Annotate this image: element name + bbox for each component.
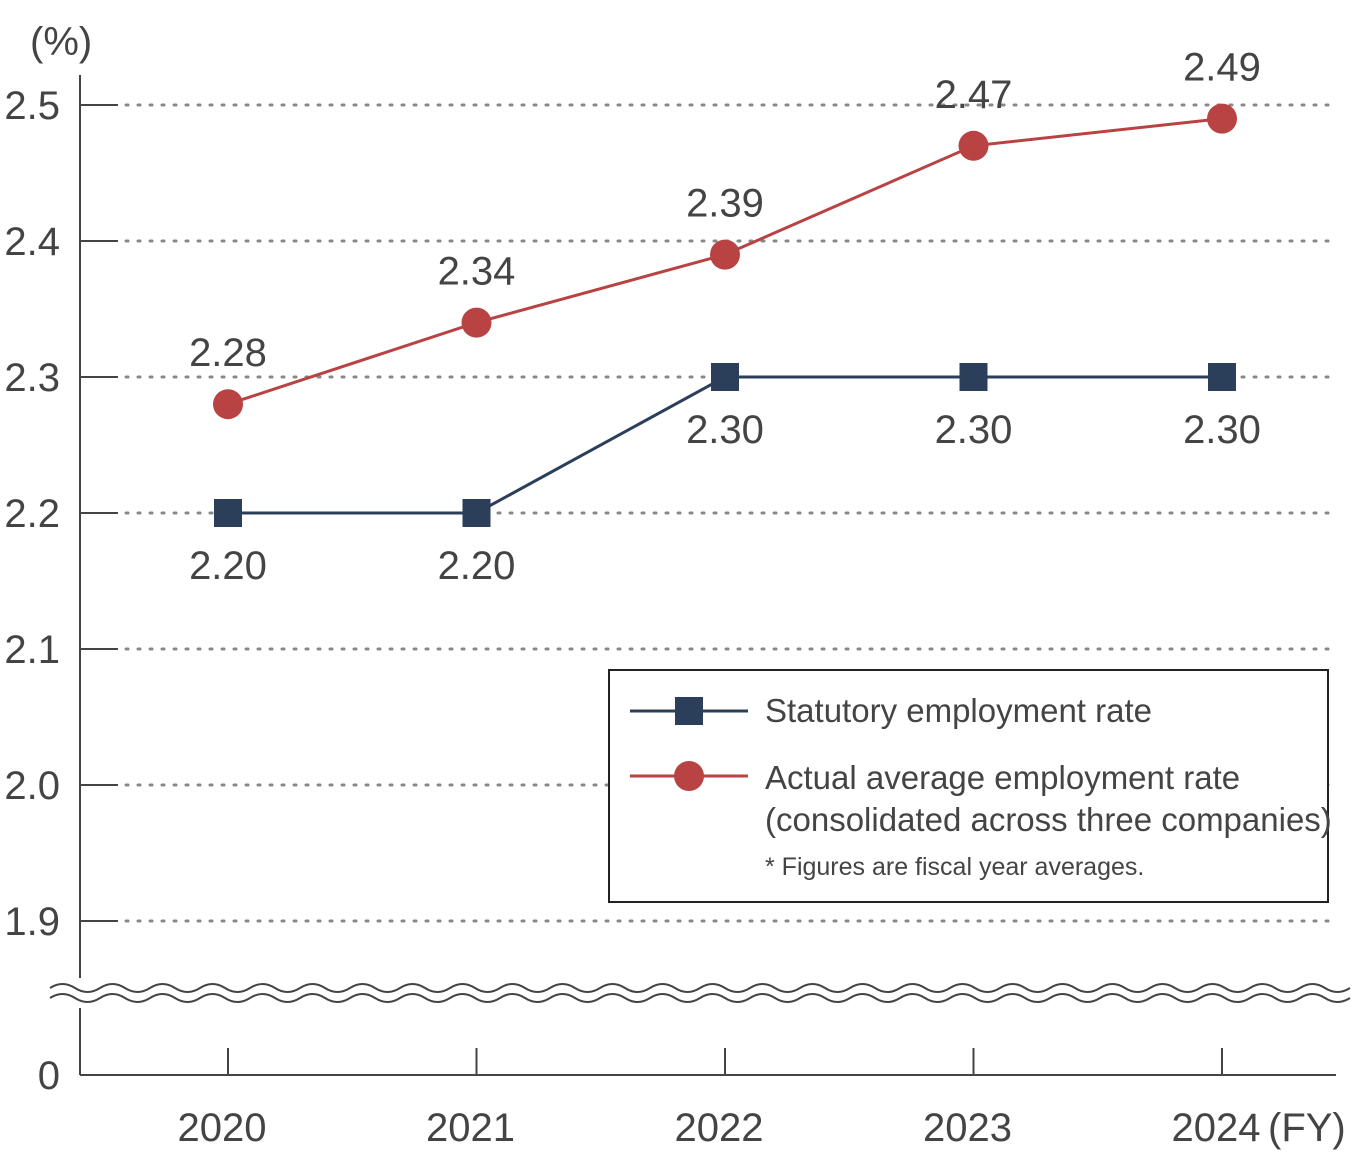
legend: Statutory employment rate Actual average… — [608, 669, 1332, 903]
legend-label-statutory: Statutory employment rate — [765, 692, 1152, 729]
y-tick-label: 1.9 — [4, 900, 60, 944]
legend-label-actual: Actual average employment rate — [765, 759, 1240, 796]
legend-marker-statutory — [675, 697, 703, 725]
legend-box — [608, 669, 1329, 903]
data-label-actual: 2.34 — [438, 250, 516, 294]
actual-point — [710, 239, 740, 270]
actual-point — [461, 307, 492, 338]
statutory-point — [214, 499, 242, 527]
x-axis-unit: (FY) — [1268, 1106, 1346, 1150]
data-label-actual: 2.39 — [686, 182, 764, 226]
data-label-actual: 2.28 — [189, 331, 267, 375]
axis-break — [49, 978, 1351, 1008]
y-tick-label: 2.4 — [4, 220, 60, 264]
statutory-point — [1208, 363, 1236, 391]
y-tick-label: 2.0 — [4, 764, 60, 808]
axis-break-wave-top — [49, 983, 1351, 993]
y-ticks: 2.5 2.4 2.3 2.2 2.1 2.0 1.9 0 — [4, 84, 118, 1098]
data-label-statutory: 2.30 — [686, 408, 764, 452]
data-label-actual: 2.49 — [1183, 46, 1261, 90]
data-label-actual: 2.47 — [935, 73, 1013, 117]
y-tick-label: 2.1 — [4, 628, 60, 672]
data-label-statutory: 2.20 — [189, 544, 267, 588]
y-tick-label: 0 — [38, 1054, 60, 1098]
legend-label-actual-line2: (consolidated across three companies) — [765, 801, 1332, 838]
y-tick-label: 2.5 — [4, 84, 60, 128]
legend-note: * Figures are fiscal year averages. — [765, 853, 1144, 881]
axis-break-band — [50, 978, 1345, 1008]
series — [213, 103, 1237, 527]
statutory-point — [462, 499, 491, 527]
x-ticks: 2020 2021 2022 2023 2024 — [178, 1048, 1261, 1150]
data-label-statutory: 2.30 — [935, 408, 1013, 452]
x-tick-label: 2021 — [426, 1106, 515, 1150]
axis-break-wave-bottom — [49, 993, 1351, 1003]
actual-point — [958, 130, 989, 161]
data-label-statutory: 2.30 — [1183, 408, 1261, 452]
statutory-point — [711, 363, 739, 391]
data-label-statutory: 2.20 — [438, 544, 516, 588]
y-axis-unit: (%) — [30, 20, 92, 64]
actual-point — [213, 389, 243, 420]
x-tick-label: 2020 — [178, 1106, 267, 1150]
actual-point — [1207, 103, 1237, 134]
statutory-point — [959, 363, 988, 391]
legend-marker-actual — [674, 761, 704, 791]
x-tick-label: 2023 — [923, 1106, 1012, 1150]
y-tick-label: 2.2 — [4, 492, 60, 536]
data-labels: 2.20 2.20 2.30 2.30 2.30 2.28 2.34 2.39 2.47 2.49 — [189, 46, 1261, 588]
x-tick-label: 2022 — [675, 1106, 764, 1150]
x-tick-label: 2024 — [1172, 1106, 1261, 1150]
y-tick-label: 2.3 — [4, 356, 60, 400]
